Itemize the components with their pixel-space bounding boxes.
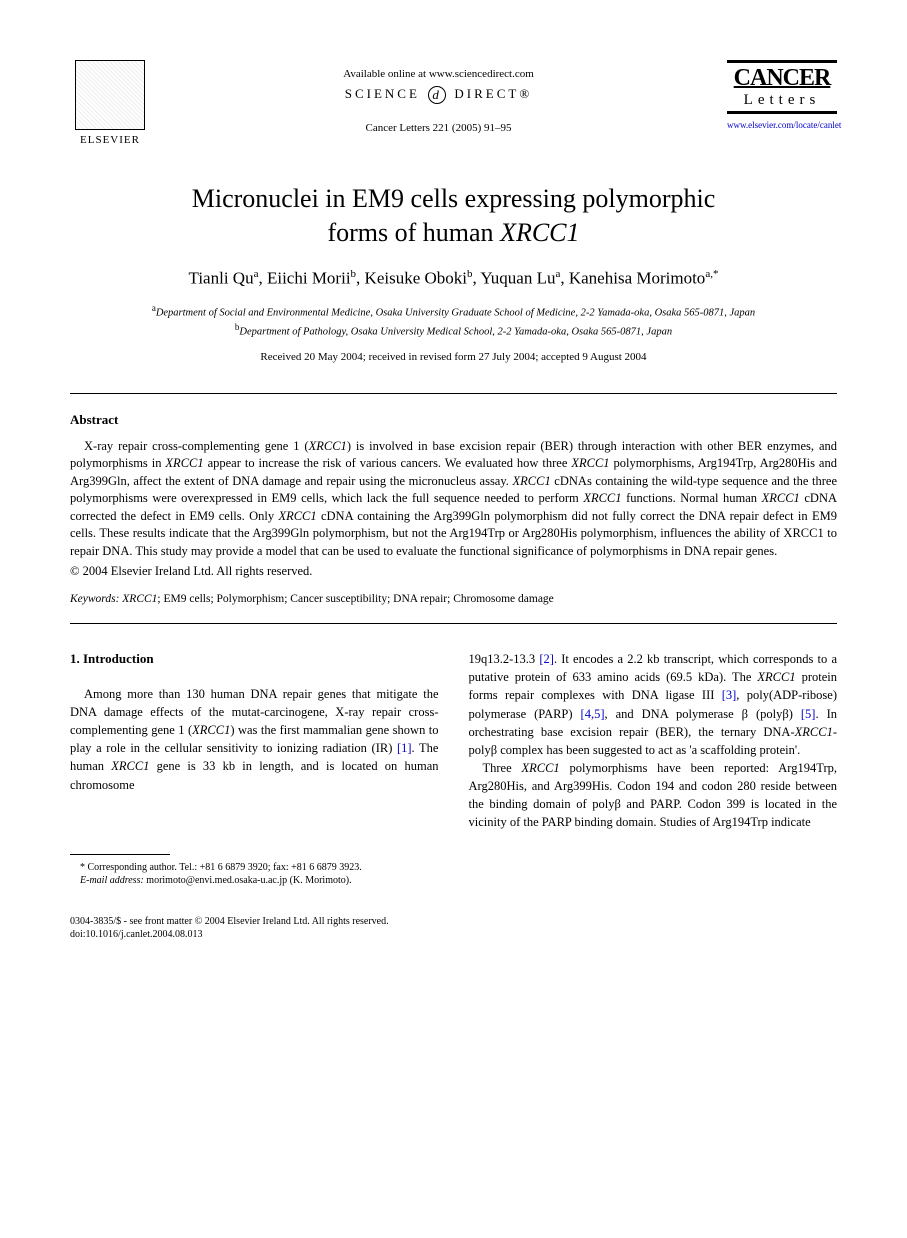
abstract-body: X-ray repair cross-complementing gene 1 … bbox=[70, 438, 837, 561]
journal-url[interactable]: www.elsevier.com/locate/canlet bbox=[727, 120, 837, 130]
body-columns: 1. Introduction Among more than 130 huma… bbox=[70, 650, 837, 887]
ref-link-45[interactable]: [4,5] bbox=[581, 707, 605, 721]
author-list: Tianli Qua, Eiichi Moriib, Keisuke Oboki… bbox=[70, 268, 837, 289]
keywords-label: Keywords: bbox=[70, 593, 122, 605]
intro-gene: XRCC1 bbox=[521, 761, 559, 775]
science-direct-logo: SCIENCE d DIRECT® bbox=[150, 86, 727, 104]
affiliations: aDepartment of Social and Environmental … bbox=[70, 302, 837, 340]
column-left: 1. Introduction Among more than 130 huma… bbox=[70, 650, 439, 887]
abs-gene: XRCC1 bbox=[583, 491, 621, 505]
keywords-gene: XRCC1 bbox=[122, 593, 157, 605]
keywords-line: Keywords: XRCC1; EM9 cells; Polymorphism… bbox=[70, 593, 837, 605]
sd-text-2: DIRECT® bbox=[454, 86, 532, 101]
intro-seg: , and DNA polymerase β (polyβ) bbox=[605, 707, 801, 721]
divider-top bbox=[70, 393, 837, 394]
column-right: 19q13.2-13.3 [2]. It encodes a 2.2 kb tr… bbox=[469, 650, 838, 887]
abs-seg: appear to increase the risk of various c… bbox=[204, 456, 572, 470]
footer-meta: 0304-3835/$ - see front matter © 2004 El… bbox=[70, 915, 837, 941]
abs-seg: functions. Normal human bbox=[622, 491, 762, 505]
abs-gene: XRCC1 bbox=[762, 491, 800, 505]
footnote-divider bbox=[70, 854, 170, 855]
intro-gene: XRCC1 bbox=[757, 670, 795, 684]
abs-gene: XRCC1 bbox=[165, 456, 203, 470]
article-dates: Received 20 May 2004; received in revise… bbox=[70, 351, 837, 363]
corresponding-footnote: * Corresponding author. Tel.: +81 6 6879… bbox=[70, 861, 439, 874]
ref-link-5[interactable]: [5] bbox=[801, 707, 816, 721]
email-label: E-mail address: bbox=[80, 875, 144, 886]
intro-gene: XRCC1 bbox=[795, 725, 833, 739]
abs-gene: XRCC1 bbox=[309, 439, 347, 453]
article-title: Micronuclei in EM9 cells expressing poly… bbox=[110, 182, 797, 250]
intro-gene: XRCC1 bbox=[192, 723, 230, 737]
author-4-sup: a bbox=[555, 268, 560, 280]
journal-title-box: CANCER Letters bbox=[727, 60, 837, 114]
intro-seg: 19q13.2-13.3 bbox=[469, 652, 540, 666]
author-3: Keisuke Oboki bbox=[365, 268, 467, 287]
elsevier-tree-icon bbox=[75, 60, 145, 130]
journal-title-main: CANCER bbox=[727, 65, 837, 92]
page-header: ELSEVIER Available online at www.science… bbox=[70, 60, 837, 146]
citation-line: Cancer Letters 221 (2005) 91–95 bbox=[150, 122, 727, 134]
title-gene: XRCC1 bbox=[500, 218, 579, 247]
email-address[interactable]: morimoto@envi.med.osaka-u.ac.jp (K. Mori… bbox=[144, 875, 352, 886]
abs-gene: XRCC1 bbox=[278, 509, 316, 523]
email-footnote: E-mail address: morimoto@envi.med.osaka-… bbox=[70, 874, 439, 887]
abs-seg: X-ray repair cross-complementing gene 1 … bbox=[84, 439, 309, 453]
intro-heading: 1. Introduction bbox=[70, 650, 439, 669]
intro-seg: Three bbox=[483, 761, 522, 775]
author-5-sup: a,* bbox=[705, 268, 718, 280]
abstract-heading: Abstract bbox=[70, 412, 837, 428]
sd-swirl-icon: d bbox=[428, 86, 446, 104]
available-online-text: Available online at www.sciencedirect.co… bbox=[150, 68, 727, 80]
abs-gene: XRCC1 bbox=[571, 456, 609, 470]
ref-link-1[interactable]: [1] bbox=[397, 741, 412, 755]
ref-link-2[interactable]: [2] bbox=[539, 652, 554, 666]
publisher-name: ELSEVIER bbox=[70, 134, 150, 146]
intro-para-2: Three XRCC1 polymorphisms have been repo… bbox=[469, 759, 838, 832]
divider-bottom bbox=[70, 623, 837, 624]
affil-a-text: Department of Social and Environmental M… bbox=[156, 308, 755, 319]
title-line1: Micronuclei in EM9 cells expressing poly… bbox=[192, 184, 716, 213]
sd-text-1: SCIENCE bbox=[345, 86, 420, 101]
intro-gene: XRCC1 bbox=[111, 759, 149, 773]
intro-para-1-cont: 19q13.2-13.3 [2]. It encodes a 2.2 kb tr… bbox=[469, 650, 838, 759]
author-5: Kanehisa Morimoto bbox=[569, 268, 705, 287]
center-header: Available online at www.sciencedirect.co… bbox=[150, 60, 727, 134]
intro-para-1: Among more than 130 human DNA repair gen… bbox=[70, 685, 439, 794]
affil-b-text: Department of Pathology, Osaka Universit… bbox=[239, 327, 672, 338]
ref-link-3[interactable]: [3] bbox=[722, 688, 737, 702]
author-1: Tianli Qu bbox=[189, 268, 254, 287]
author-2: Eiichi Morii bbox=[267, 268, 351, 287]
author-2-sup: b bbox=[351, 268, 357, 280]
footer-line1: 0304-3835/$ - see front matter © 2004 El… bbox=[70, 915, 837, 928]
abstract-copyright: © 2004 Elsevier Ireland Ltd. All rights … bbox=[70, 564, 837, 579]
author-4: Yuquan Lu bbox=[480, 268, 555, 287]
keywords-rest: ; EM9 cells; Polymorphism; Cancer suscep… bbox=[157, 593, 553, 605]
title-line2-pre: forms of human bbox=[327, 218, 500, 247]
journal-logo: CANCER Letters www.elsevier.com/locate/c… bbox=[727, 60, 837, 130]
footer-doi: doi:10.1016/j.canlet.2004.08.013 bbox=[70, 928, 837, 941]
author-1-sup: a bbox=[254, 268, 259, 280]
journal-title-sub: Letters bbox=[727, 92, 837, 109]
abs-gene: XRCC1 bbox=[513, 474, 551, 488]
publisher-logo: ELSEVIER bbox=[70, 60, 150, 146]
author-3-sup: b bbox=[467, 268, 473, 280]
